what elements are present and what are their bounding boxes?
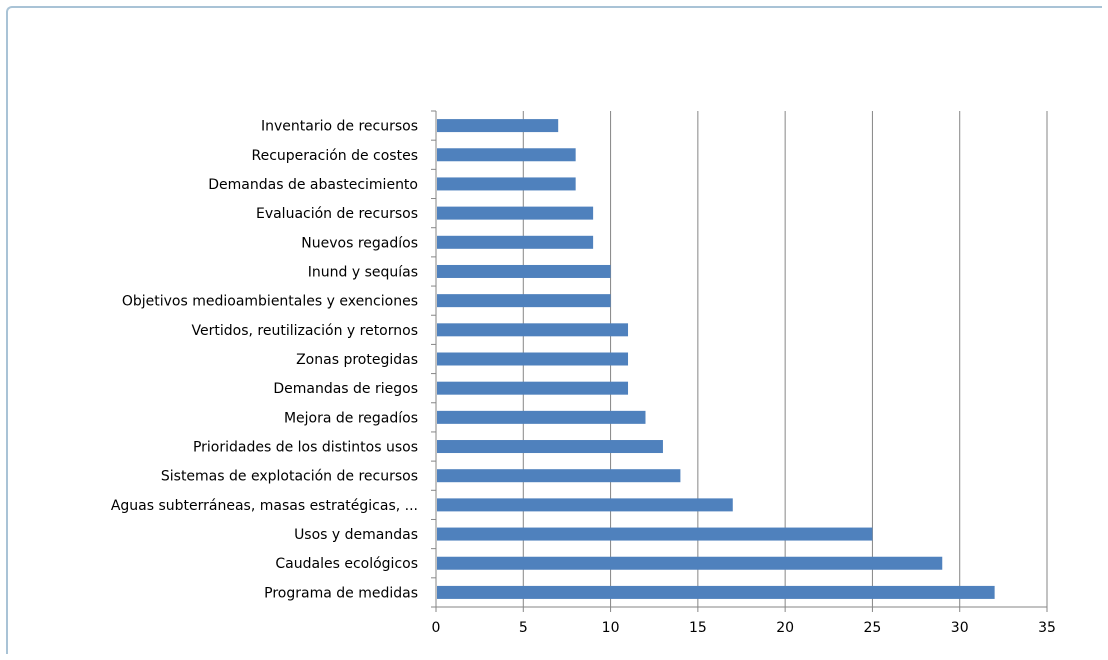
category-label-15: Caudales ecológicos: [275, 556, 418, 572]
bar-2: [437, 177, 576, 191]
category-label-11: Prioridades de los distintos usos: [193, 440, 418, 456]
bars: [437, 119, 995, 599]
category-label-4: Nuevos regadíos: [301, 235, 418, 251]
bar-6: [437, 294, 611, 308]
bar-15: [437, 556, 943, 570]
category-label-2: Demandas de abastecimiento: [208, 177, 418, 193]
x-tick-label-10: 10: [602, 620, 620, 636]
x-tick-label-5: 5: [519, 620, 528, 636]
category-label-0: Inventario de recursos: [261, 119, 418, 135]
bar-3: [437, 206, 594, 220]
bar-7: [437, 323, 629, 337]
category-label-5: Inund y sequías: [308, 264, 418, 280]
x-tick-label-30: 30: [951, 620, 969, 636]
category-label-3: Evaluación de recursos: [256, 206, 418, 222]
category-label-9: Demandas de riegos: [273, 381, 418, 397]
axes: [431, 110, 1048, 612]
category-label-16: Programa de medidas: [264, 585, 418, 601]
category-label-10: Mejora de regadíos: [284, 410, 418, 426]
bar-1: [437, 148, 576, 162]
bar-10: [437, 410, 646, 424]
category-label-13: Aguas subterráneas, masas estratégicas, …: [111, 498, 418, 514]
category-label-1: Recuperación de costes: [252, 148, 419, 164]
bar-16: [437, 585, 995, 599]
bar-0: [437, 119, 559, 133]
category-label-12: Sistemas de explotación de recursos: [161, 469, 418, 485]
chart-frame: [6, 6, 1102, 654]
bar-14: [437, 527, 873, 541]
category-labels: Inventario de recursos Recuperación de co…: [111, 119, 418, 602]
bar-13: [437, 498, 733, 512]
bar-5: [437, 264, 611, 278]
category-label-7: Vertidos, reutilización y retornos: [192, 323, 418, 339]
bar-12: [437, 469, 681, 483]
bar-4: [437, 235, 594, 249]
x-tick-label-25: 25: [864, 620, 882, 636]
category-label-14: Usos y demandas: [294, 527, 418, 543]
x-tick-label-0: 0: [432, 620, 441, 636]
bar-11: [437, 440, 663, 454]
x-tick-label-20: 20: [776, 620, 794, 636]
x-tick-label-15: 15: [689, 620, 707, 636]
bar-9: [437, 381, 629, 395]
category-label-6: Objetivos medioambientales y exenciones: [122, 294, 418, 310]
x-tick-label-35: 35: [1038, 620, 1056, 636]
tick-labels: 0 5 10 15 20 25 30 35: [432, 620, 1056, 636]
category-label-8: Zonas protegidas: [296, 352, 418, 368]
bar-8: [437, 352, 629, 366]
